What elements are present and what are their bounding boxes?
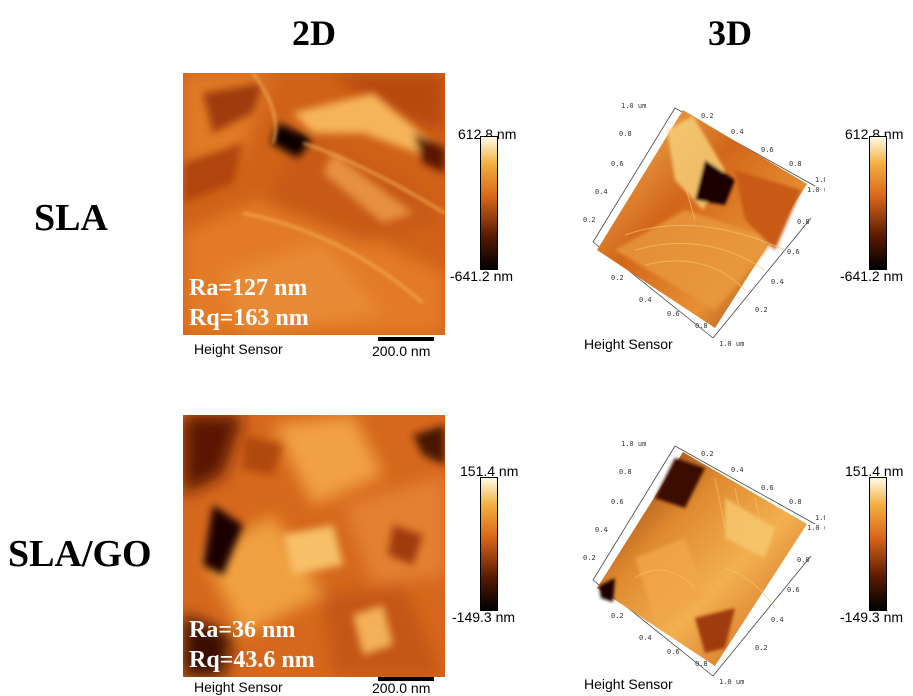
- svg-text:0.2: 0.2: [701, 450, 714, 458]
- sla-go-2d-scalebar-label: 200.0 nm: [372, 680, 431, 696]
- svg-text:0.6: 0.6: [787, 586, 800, 594]
- sla-2d-scalebar-label: 200.0 nm: [372, 343, 431, 359]
- svg-text:1.0 um: 1.0 um: [719, 340, 744, 348]
- svg-text:0.2: 0.2: [755, 306, 768, 314]
- svg-text:0.4: 0.4: [595, 188, 608, 196]
- svg-text:1.0 um: 1.0 um: [807, 524, 825, 532]
- sla-3d-afm-surface: 1.0 um 0.8 0.6 0.4 0.2 0.2 0.4 0.6 0.8 1…: [583, 102, 825, 348]
- sla-go-3d-caption: Height Sensor: [584, 676, 673, 692]
- sla-go-2d-colorbar-max: 151.4 nm: [460, 463, 519, 479]
- svg-text:0.2: 0.2: [755, 644, 768, 652]
- svg-text:0.8: 0.8: [619, 468, 632, 476]
- sla-go-3d-axis-top: 1.0 um: [621, 440, 646, 448]
- svg-text:0.8: 0.8: [619, 130, 632, 138]
- sla-3d-colorbar: [869, 136, 887, 270]
- svg-text:1.0 um: 1.0 um: [719, 678, 744, 686]
- sla-go-2d-caption: Height Sensor: [194, 679, 283, 695]
- svg-text:0.8: 0.8: [789, 498, 802, 506]
- sla-3d-colorbar-max: 612.8 nm: [845, 126, 904, 142]
- svg-text:0.6: 0.6: [761, 484, 774, 492]
- svg-text:0.4: 0.4: [771, 616, 784, 624]
- row-label-sla-go: SLA/GO: [8, 533, 152, 575]
- sla-go-2d-scalebar: [378, 677, 434, 681]
- svg-text:0.6: 0.6: [611, 160, 624, 168]
- svg-text:0.4: 0.4: [639, 634, 652, 642]
- svg-text:0.4: 0.4: [639, 296, 652, 304]
- svg-text:0.8: 0.8: [695, 660, 708, 668]
- sla-2d-scalebar: [378, 337, 434, 341]
- svg-text:0.4: 0.4: [595, 526, 608, 534]
- svg-text:1.0 um: 1.0 um: [807, 186, 825, 194]
- svg-text:0.6: 0.6: [787, 248, 800, 256]
- svg-text:0.6: 0.6: [667, 648, 680, 656]
- svg-text:0.8: 0.8: [797, 218, 810, 226]
- svg-text:0.6: 0.6: [667, 310, 680, 318]
- svg-text:0.2: 0.2: [583, 554, 596, 562]
- sla-ra-value: Ra=127 nm: [189, 275, 308, 301]
- svg-text:0.4: 0.4: [771, 278, 784, 286]
- sla-go-2d-colorbar-min: -149.3 nm: [452, 609, 516, 625]
- sla-go-3d-colorbar: [869, 477, 887, 611]
- sla-go-3d-afm-surface: 1.0 um 0.8 0.6 0.4 0.2 0.2 0.4 0.6 0.8 1…: [583, 440, 825, 686]
- sla-2d-colorbar-min: -641.2 nm: [450, 268, 514, 284]
- svg-text:0.2: 0.2: [611, 612, 624, 620]
- sla-go-2d-colorbar: [480, 477, 498, 611]
- svg-text:0.4: 0.4: [731, 466, 744, 474]
- sla-3d-caption: Height Sensor: [584, 336, 673, 352]
- svg-text:0.2: 0.2: [611, 274, 624, 282]
- sla-2d-colorbar: [480, 136, 498, 270]
- sla-go-rq-value: Rq=43.6 nm: [189, 647, 315, 673]
- svg-text:0.8: 0.8: [789, 160, 802, 168]
- sla-go-3d-colorbar-min: -149.3 nm: [840, 609, 904, 625]
- sla-rq-value: Rq=163 nm: [189, 305, 309, 331]
- sla-go-ra-value: Ra=36 nm: [189, 617, 296, 643]
- row-label-sla: SLA: [34, 197, 108, 239]
- svg-text:0.2: 0.2: [583, 216, 596, 224]
- svg-text:1.0: 1.0: [815, 176, 825, 184]
- sla-2d-afm-image: Ra=127 nm Rq=163 nm: [183, 73, 445, 335]
- sla-go-2d-afm-image: Ra=36 nm Rq=43.6 nm: [183, 415, 445, 677]
- sla-3d-axis-top: 1.0 um: [621, 102, 646, 110]
- sla-2d-caption: Height Sensor: [194, 341, 283, 357]
- svg-text:0.6: 0.6: [611, 498, 624, 506]
- svg-text:1.0: 1.0: [815, 514, 825, 522]
- sla-go-3d-colorbar-max: 151.4 nm: [845, 463, 904, 479]
- sla-3d-colorbar-min: -641.2 nm: [840, 268, 904, 284]
- svg-text:0.8: 0.8: [797, 556, 810, 564]
- svg-text:0.6: 0.6: [761, 146, 774, 154]
- sla-2d-colorbar-max: 612.8 nm: [458, 126, 517, 142]
- svg-text:0.4: 0.4: [731, 128, 744, 136]
- svg-text:0.8: 0.8: [695, 322, 708, 330]
- column-header-3d: 3D: [708, 13, 752, 53]
- column-header-2d: 2D: [292, 13, 336, 53]
- svg-text:0.2: 0.2: [701, 112, 714, 120]
